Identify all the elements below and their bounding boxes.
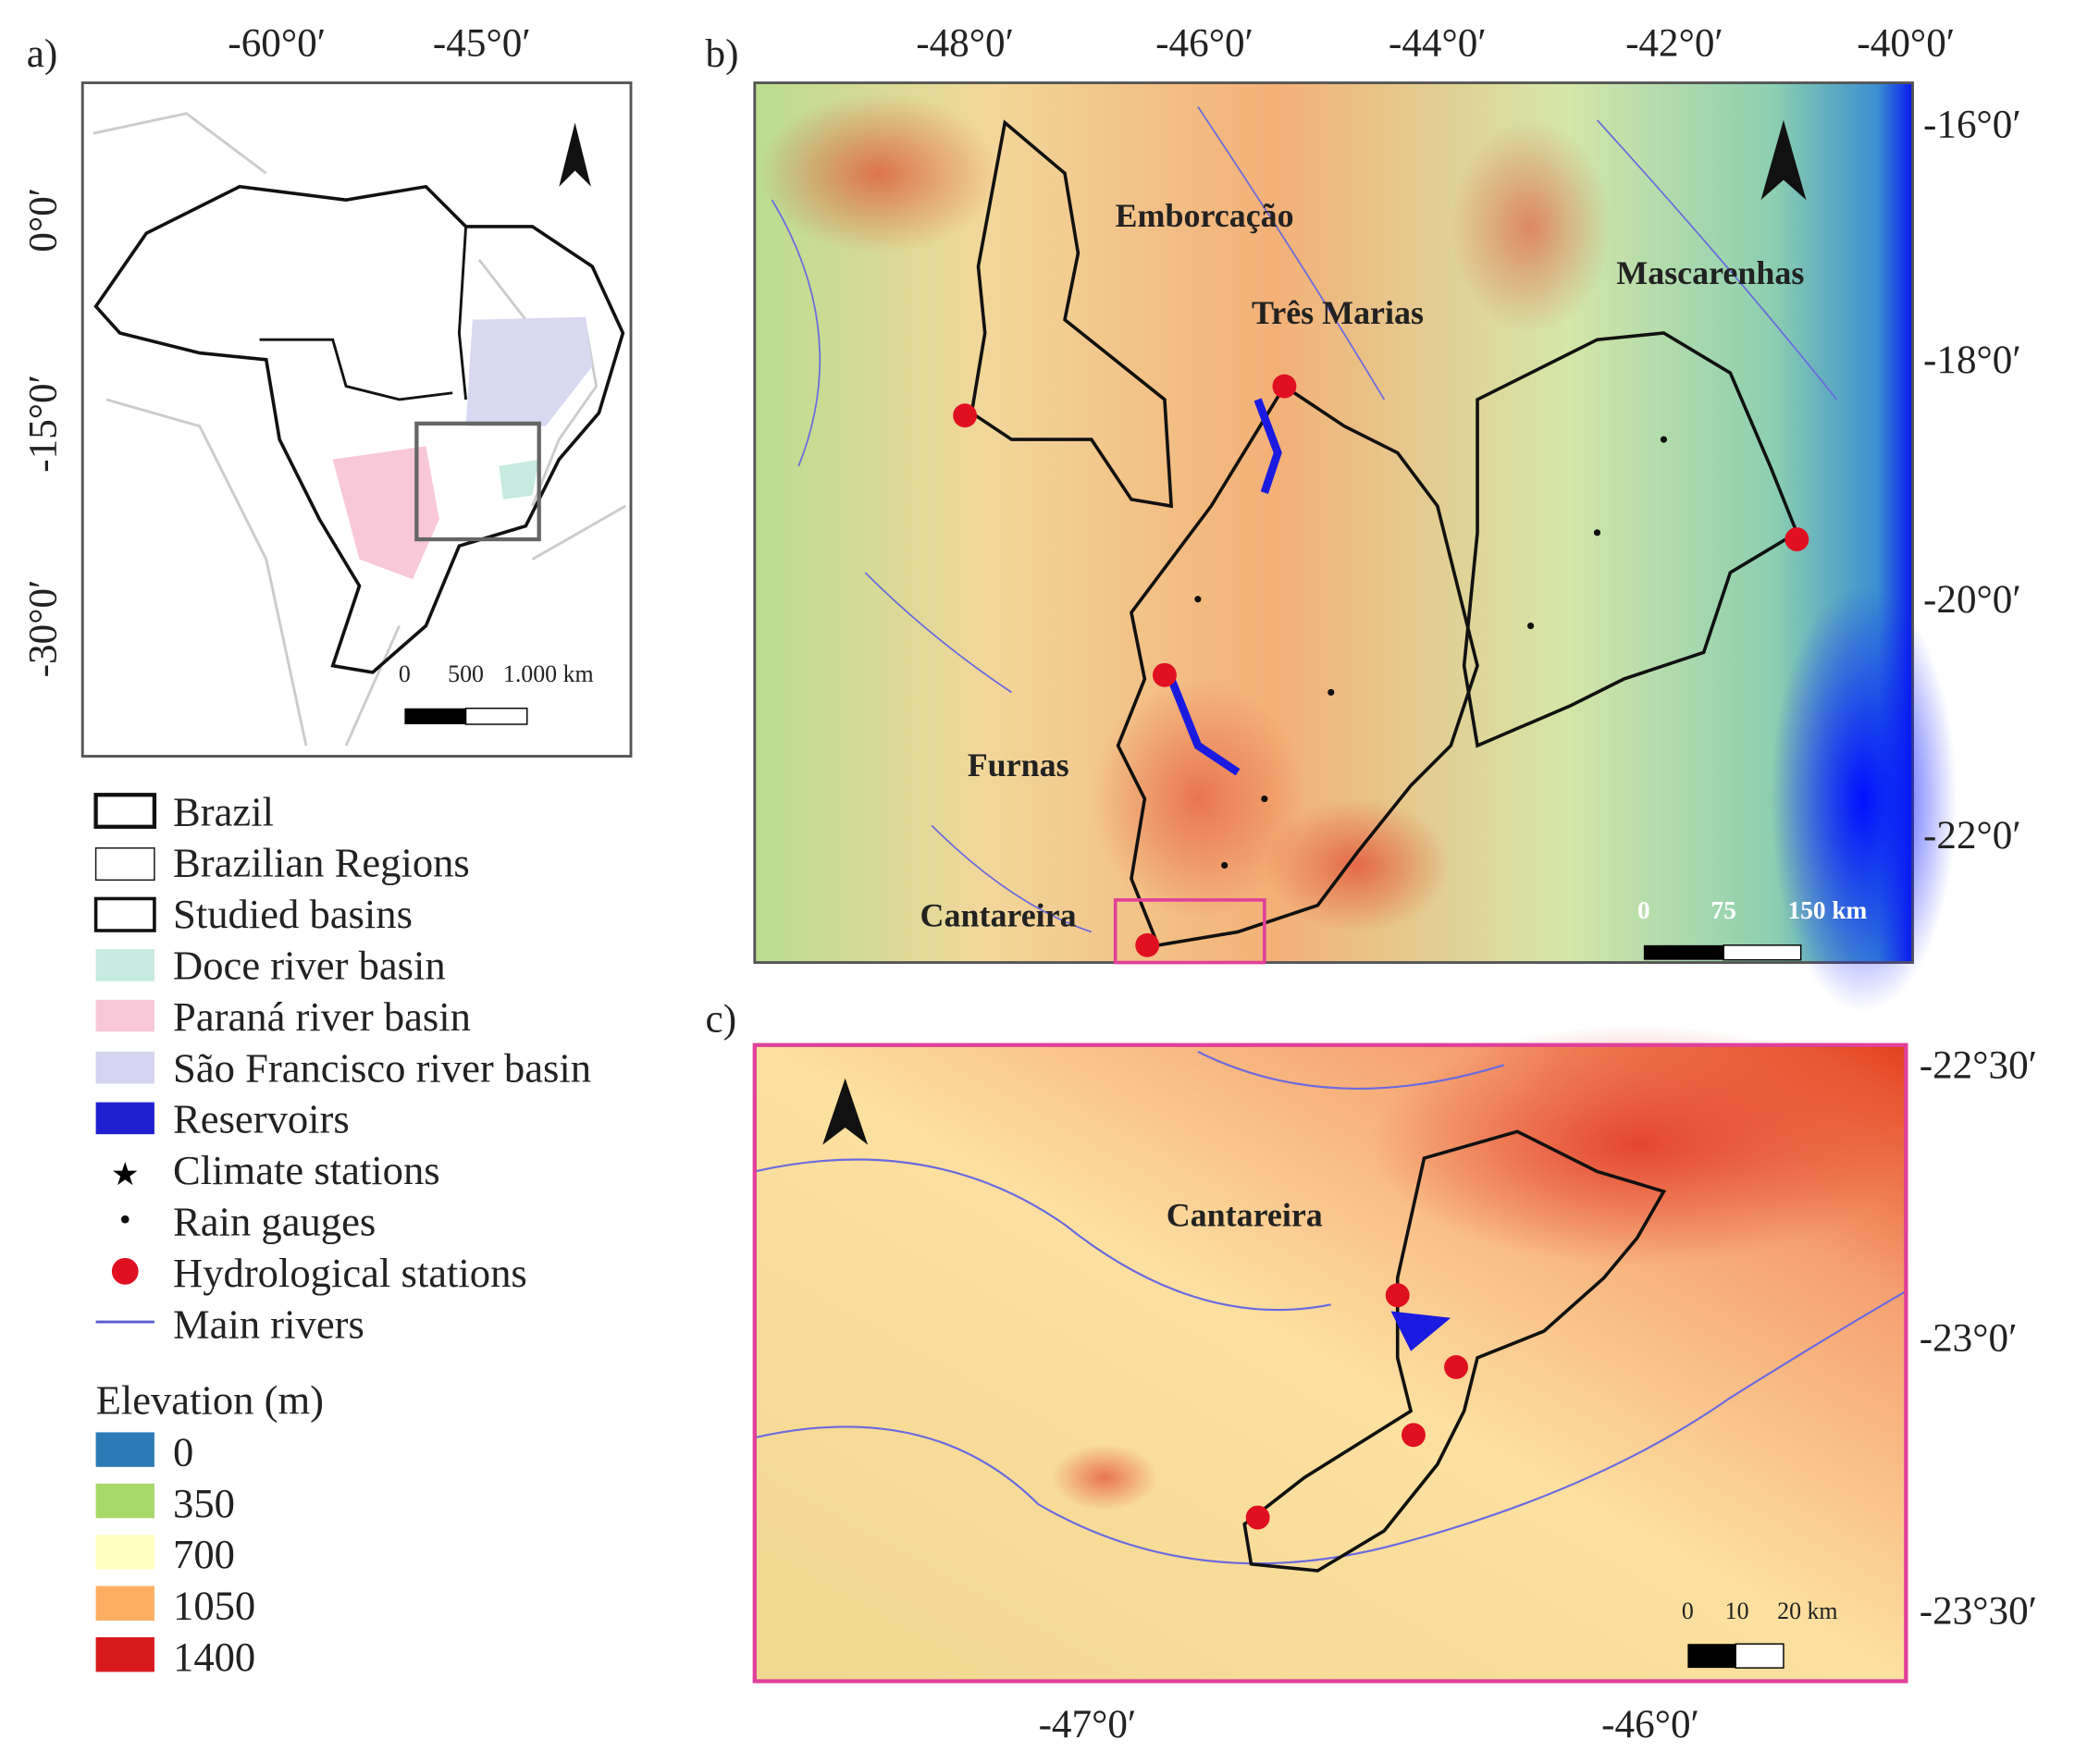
y-tick-label: -22°0′: [1923, 814, 2021, 857]
legend-label: Brazilian Regions: [173, 840, 470, 886]
x-tick-label: -46°0′: [1155, 22, 1253, 66]
legend-label: Studied basins: [173, 891, 413, 937]
y-tick-label: 0°0′: [21, 188, 65, 253]
scale-label: 0: [1637, 896, 1650, 924]
legend-label: Climate stations: [173, 1147, 440, 1193]
elevation-label: 1400: [173, 1634, 255, 1680]
legend-label: Paraná river basin: [173, 993, 471, 1040]
legend-label: São Francisco river basin: [173, 1044, 591, 1091]
legend-label: Main rivers: [173, 1301, 364, 1347]
y-tick-label: -23°0′: [1920, 1317, 2018, 1361]
elevation-swatch: [95, 1585, 154, 1622]
x-tick-label: -45°0′: [433, 22, 531, 66]
x-tick-label: -40°0′: [1857, 22, 1955, 66]
legend-label: Brazil: [173, 788, 274, 834]
scale-label: 75: [1711, 896, 1736, 924]
y-tick-label: -16°0′: [1923, 104, 2021, 147]
legend-label: Reservoirs: [173, 1096, 350, 1142]
elevation-label: 350: [173, 1480, 235, 1526]
x-tick-label: -46°0′: [1601, 1703, 1699, 1746]
legend-label: Rain gauges: [173, 1198, 376, 1244]
y-tick-label: -23°30′: [1920, 1590, 2037, 1634]
panel-a: a) -60°0′ -45°0′ 0°0′ -15°0′ -30°0′ 0 50…: [21, 22, 633, 758]
elevation-label: 1050: [173, 1583, 255, 1629]
svg-text:★: ★: [111, 1157, 140, 1192]
place-label: Cantareira: [920, 897, 1077, 934]
place-label: Cantareira: [1167, 1196, 1323, 1233]
scale-label: 20 km: [1777, 1597, 1837, 1624]
scale-label: 150 km: [1788, 896, 1868, 924]
panel-b: b) -48°0′ -46°0′ -44°0′ -42°0′ -40°0′ -1…: [706, 22, 2021, 1012]
y-tick-label: -20°0′: [1923, 578, 2021, 622]
elevation-swatch: [95, 1432, 154, 1467]
y-tick-label: -15°0′: [21, 375, 65, 473]
elevation-swatch: [95, 1483, 154, 1519]
elevation-swatch: [95, 1637, 154, 1672]
scale-label: 0: [399, 660, 411, 687]
legend: ★ Brazil Brazilian Regions Studied basins D…: [93, 788, 591, 1680]
x-tick-label: -47°0′: [1039, 1703, 1137, 1746]
legend-label: Hydrological stations: [173, 1250, 527, 1296]
x-tick-label: -44°0′: [1389, 22, 1487, 66]
y-tick-label: -30°0′: [21, 580, 65, 678]
place-label: Emborcação: [1116, 197, 1294, 234]
place-label: Mascarenhas: [1616, 254, 1804, 291]
x-tick-label: -42°0′: [1625, 22, 1723, 66]
legend-title: Elevation (m): [96, 1376, 324, 1423]
place-label: Furnas: [968, 746, 1069, 783]
elevation-label: 0: [173, 1428, 193, 1474]
y-tick-label: -22°30′: [1920, 1044, 2037, 1088]
panel-label: a): [27, 32, 58, 76]
scale-label: 500: [448, 660, 484, 687]
elevation-swatch: [95, 1535, 154, 1570]
panel-label: c): [706, 997, 737, 1041]
x-tick-label: -48°0′: [916, 22, 1014, 66]
x-tick-label: -60°0′: [228, 22, 326, 66]
y-tick-label: -18°0′: [1923, 339, 2021, 382]
scale-label: 0: [1682, 1597, 1694, 1624]
place-label: Três Marias: [1252, 294, 1424, 331]
scale-label: 1.000 km: [503, 660, 594, 687]
scale-label: 10: [1725, 1597, 1749, 1624]
panel-label: b): [706, 32, 739, 76]
elevation-label: 700: [173, 1531, 235, 1577]
panel-c: c) -47°0′ -46°0′ -22°30′ -23°0′ -23°30′ …: [706, 997, 2038, 1746]
legend-label: Doce river basin: [173, 943, 446, 989]
